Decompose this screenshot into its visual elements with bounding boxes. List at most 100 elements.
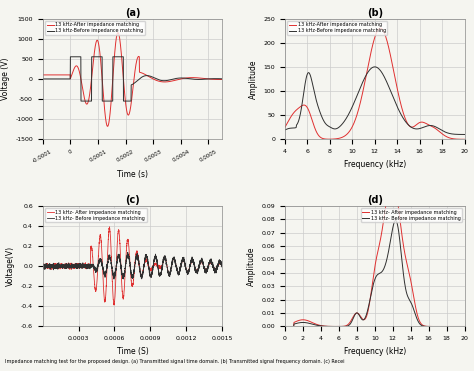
13 kHz-After impedance matching [458,137,464,141]
13 kHz-Before impedance matching [367,67,373,72]
13 kHz- After impedance matching [367,296,373,301]
13 kHz-After impedance matching [219,77,225,82]
13 kHz- Before impedance matching [71,265,77,270]
13 kHz- After impedance matching [107,224,112,229]
13 kHz- Before impedance matching [219,264,225,268]
13 kHz-After impedance matching [462,137,467,141]
13 kHz- After impedance matching [60,265,66,269]
13 kHz- Before impedance matching [125,250,131,255]
13 kHz- After impedance matching [197,263,202,267]
13 kHz-After impedance matching [214,77,220,82]
13 kHz- After impedance matching [109,261,114,266]
Title: (c): (c) [125,195,140,205]
13 kHz- After impedance matching [40,266,46,270]
Line: 13 kHz- Before impedance matching: 13 kHz- Before impedance matching [285,220,465,326]
Line: 13 kHz-Before impedance matching: 13 kHz-Before impedance matching [285,67,465,134]
13 kHz-Before impedance matching [462,132,467,137]
13 kHz-After impedance matching [122,99,128,103]
13 kHz- Before impedance matching [368,291,374,295]
Title: (b): (b) [367,8,383,18]
13 kHz-After impedance matching [115,30,121,35]
13 kHz-Before impedance matching [122,99,128,103]
13 kHz-After impedance matching [380,27,385,32]
13 kHz-Before impedance matching [40,77,46,81]
13 kHz-After impedance matching [128,108,133,112]
13 kHz-After impedance matching [389,62,395,66]
13 kHz-Before impedance matching [372,65,378,69]
13 kHz-After impedance matching [49,73,55,77]
Line: 13 kHz- Before impedance matching: 13 kHz- Before impedance matching [43,252,222,279]
Line: 13 kHz-After impedance matching: 13 kHz-After impedance matching [43,33,222,127]
13 kHz-After impedance matching [105,124,110,129]
13 kHz- After impedance matching [117,233,122,238]
Legend: 13 kHz- After impedance matching, 13 kHz- Before impedance matching: 13 kHz- After impedance matching, 13 kHz… [45,208,146,222]
13 kHz-Before impedance matching [389,93,395,97]
Y-axis label: Amplitude: Amplitude [249,59,258,99]
13 kHz-After impedance matching [40,73,46,77]
13 kHz- Before impedance matching [216,260,222,264]
Legend: 13 kHz- After impedance matching, 13 kHz- Before impedance matching: 13 kHz- After impedance matching, 13 kHz… [361,208,462,222]
Line: 13 kHz- After impedance matching: 13 kHz- After impedance matching [285,177,465,326]
13 kHz- After impedance matching [429,324,435,329]
13 kHz-After impedance matching [214,77,220,82]
13 kHz-Before impedance matching [219,76,225,81]
13 kHz- Before impedance matching [40,265,46,269]
13 kHz- After impedance matching [71,265,77,269]
Title: (d): (d) [367,195,383,205]
13 kHz- Before impedance matching [282,324,288,329]
Legend: 13 kHz-After impedance matching, 13 kHz-Before impedance matching: 13 kHz-After impedance matching, 13 kHz-… [45,21,145,35]
Line: 13 kHz- After impedance matching: 13 kHz- After impedance matching [43,227,222,305]
13 kHz- After impedance matching [219,264,225,268]
X-axis label: Time (s): Time (s) [117,170,148,178]
13 kHz-After impedance matching [282,125,288,129]
13 kHz- Before impedance matching [109,263,114,267]
13 kHz- Before impedance matching [462,324,467,329]
13 kHz-Before impedance matching [214,76,220,81]
13 kHz-Before impedance matching [458,132,464,137]
13 kHz-After impedance matching [377,26,383,30]
13 kHz- Before impedance matching [392,218,398,223]
13 kHz- After impedance matching [216,262,222,267]
13 kHz- After impedance matching [389,175,395,179]
13 kHz-Before impedance matching [368,66,374,70]
Line: 13 kHz-Before impedance matching: 13 kHz-Before impedance matching [43,57,222,101]
13 kHz-Before impedance matching [380,71,385,76]
Line: 13 kHz-After impedance matching: 13 kHz-After impedance matching [285,28,465,139]
Legend: 13 kHz-After impedance matching, 13 kHz-Before impedance matching: 13 kHz-After impedance matching, 13 kHz-… [287,21,387,35]
X-axis label: Frequency (kHz): Frequency (kHz) [344,160,406,168]
Title: (a): (a) [125,8,140,18]
13 kHz- After impedance matching [368,289,374,293]
13 kHz- After impedance matching [111,303,117,307]
Y-axis label: Voltage(V): Voltage(V) [6,246,15,286]
13 kHz- After impedance matching [282,324,288,329]
Y-axis label: Voltage (V): Voltage (V) [0,58,9,100]
13 kHz-Before impedance matching [282,128,288,132]
13 kHz- Before impedance matching [197,265,202,269]
13 kHz-After impedance matching [367,53,373,58]
13 kHz-After impedance matching [182,76,187,81]
13 kHz- Before impedance matching [458,324,464,329]
13 kHz- Before impedance matching [117,253,122,257]
13 kHz-Before impedance matching [214,76,220,81]
Text: Impedance matching test for the proposed design. (a) Transmitted signal time dom: Impedance matching test for the proposed… [5,359,344,364]
13 kHz- Before impedance matching [111,277,117,281]
13 kHz-Before impedance matching [429,124,435,128]
Y-axis label: Amplitude: Amplitude [247,246,256,286]
13 kHz-After impedance matching [429,124,435,129]
13 kHz-After impedance matching [368,48,374,53]
13 kHz- Before impedance matching [379,269,385,274]
13 kHz- Before impedance matching [389,230,395,235]
13 kHz-Before impedance matching [67,55,73,59]
13 kHz- After impedance matching [379,228,385,232]
13 kHz- Before impedance matching [429,324,435,329]
X-axis label: Time (S): Time (S) [117,347,148,356]
13 kHz- After impedance matching [389,175,395,179]
13 kHz-Before impedance matching [78,99,84,103]
13 kHz- After impedance matching [462,324,467,329]
13 kHz- Before impedance matching [367,296,373,301]
13 kHz-Before impedance matching [49,77,55,81]
13 kHz-Before impedance matching [128,99,133,103]
X-axis label: Frequency (kHz): Frequency (kHz) [344,347,406,356]
13 kHz-Before impedance matching [182,76,187,80]
13 kHz- After impedance matching [458,324,464,329]
